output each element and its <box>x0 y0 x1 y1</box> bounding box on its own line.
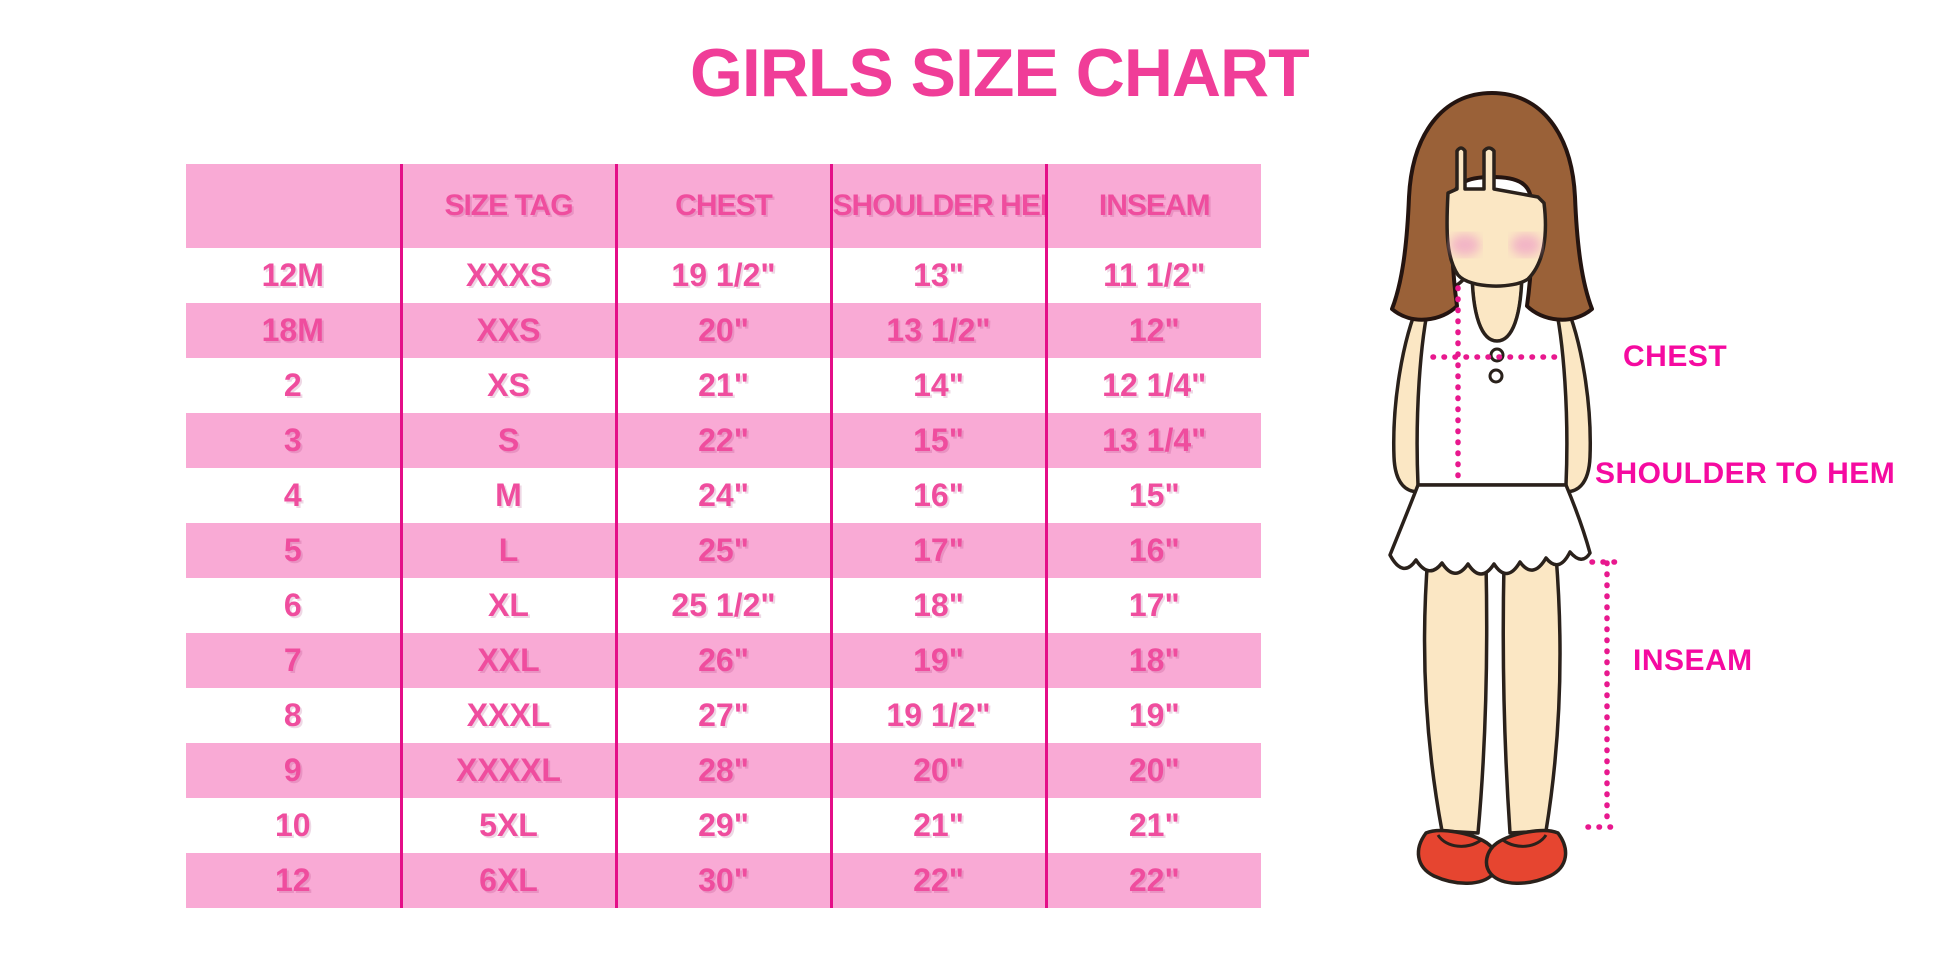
left-shoe-strap <box>1436 834 1482 848</box>
left-blush <box>1450 234 1480 256</box>
size-table: SIZE TAG CHEST SHOULDER HEM INSEAM 12M XXXS 1… <box>186 164 1261 908</box>
table-cell: 12 1/4" <box>1044 358 1261 413</box>
table-row: 12 6XL 30" 22" 22" <box>186 853 1261 908</box>
table-cell: 30" <box>614 853 831 908</box>
table-cell: M <box>399 468 616 523</box>
table-cell: 27" <box>614 688 831 743</box>
table-cell: XL <box>399 578 616 633</box>
column-header: SIZE TAG <box>399 164 616 248</box>
table-row: 4 M 24" 16" 15" <box>186 468 1261 523</box>
table-cell: 21" <box>614 358 831 413</box>
table-cell: 4 <box>283 477 302 513</box>
table-cell: XS <box>399 358 616 413</box>
table-cell: S <box>399 413 616 468</box>
table-cell: 25" <box>614 523 831 578</box>
right-blush <box>1511 234 1541 256</box>
bottom-button <box>1488 368 1504 384</box>
chest-label: CHEST <box>1623 340 1728 373</box>
table-cell: 8 <box>283 697 302 733</box>
table-cell: 16" <box>829 468 1046 523</box>
page-title: GIRLS SIZE CHART <box>690 35 1310 111</box>
table-cell: 16" <box>1044 523 1261 578</box>
table-cell: 19" <box>1044 688 1261 743</box>
table-cell: 6 <box>283 587 302 623</box>
table-cell: XXL <box>399 633 616 688</box>
table-cell: 20" <box>1044 743 1261 798</box>
table-row: 6 XL 25 1/2" 18" 17" <box>186 578 1261 633</box>
table-cell: 18M <box>261 312 324 348</box>
column-header <box>186 164 401 248</box>
table-cell: 22" <box>1044 853 1261 908</box>
table-cell: 17" <box>829 523 1046 578</box>
table-cell: 19" <box>829 633 1046 688</box>
table-row: 7 XXL 26" 19" 18" <box>186 633 1261 688</box>
column-header: INSEAM <box>1044 164 1261 248</box>
inseam-label: INSEAM <box>1633 644 1753 677</box>
table-cell: 13" <box>829 248 1046 303</box>
table-row: 5 L 25" 17" 16" <box>186 523 1261 578</box>
table-cell: 21" <box>1044 798 1261 853</box>
table-cell: 14" <box>829 358 1046 413</box>
table-cell: 17" <box>1044 578 1261 633</box>
table-cell: XXS <box>399 303 616 358</box>
skirt-ruffle <box>1388 483 1592 576</box>
table-cell: 28" <box>614 743 831 798</box>
table-cell: 12M <box>261 257 324 293</box>
table-cell: 19 1/2" <box>829 688 1046 743</box>
table-cell: 22" <box>614 413 831 468</box>
table-cell: 19 1/2" <box>614 248 831 303</box>
table-cell: 10 <box>274 807 311 843</box>
table-cell: 24" <box>614 468 831 523</box>
girl-figure-illustration <box>1388 91 1623 885</box>
header-row: SIZE TAG CHEST SHOULDER HEM INSEAM <box>186 164 1261 248</box>
table-cell: 13 1/4" <box>1044 413 1261 468</box>
table-cell: 3 <box>283 422 302 458</box>
table-row: 10 5XL 29" 21" 21" <box>186 798 1261 853</box>
table-cell: 5 <box>283 532 302 568</box>
table-cell: 21" <box>829 798 1046 853</box>
table-cell: 20" <box>614 303 831 358</box>
column-header: CHEST <box>614 164 831 248</box>
table-cell: 15" <box>829 413 1046 468</box>
table-cell: 18" <box>829 578 1046 633</box>
table-cell: 12 <box>274 862 311 898</box>
table-row: 9 XXXXL 28" 20" 20" <box>186 743 1261 798</box>
table-row: 18M XXS 20" 13 1/2" 12" <box>186 303 1261 358</box>
left-leg <box>1422 553 1489 835</box>
table-row: 2 XS 21" 14" 12 1/4" <box>186 358 1261 413</box>
right-shoe <box>1484 828 1568 885</box>
column-header: SHOULDER HEM <box>829 164 1046 248</box>
right-shoe-strap <box>1502 834 1548 848</box>
shoulder-to-hem-label: SHOULDER TO HEM <box>1595 457 1896 490</box>
table-cell: 7 <box>283 642 302 678</box>
table-cell: XXXS <box>399 248 616 303</box>
table-cell: 25 1/2" <box>614 578 831 633</box>
table-cell: 29" <box>614 798 831 853</box>
table-cell: 26" <box>614 633 831 688</box>
table-cell: 20" <box>829 743 1046 798</box>
table-cell: 6XL <box>399 853 616 908</box>
table-cell: 11 1/2" <box>1044 248 1261 303</box>
table-cell: 22" <box>829 853 1046 908</box>
table-cell: 12" <box>1044 303 1261 358</box>
table-cell: 15" <box>1044 468 1261 523</box>
table-cell: 2 <box>283 367 302 403</box>
table-cell: 13 1/2" <box>829 303 1046 358</box>
right-leg <box>1501 553 1562 835</box>
table-cell: 9 <box>283 752 302 788</box>
table-row: 12M XXXS 19 1/2" 13" 11 1/2" <box>186 248 1261 303</box>
table-cell: 18" <box>1044 633 1261 688</box>
table-row: 3 S 22" 15" 13 1/4" <box>186 413 1261 468</box>
table-cell: 5XL <box>399 798 616 853</box>
table-cell: L <box>399 523 616 578</box>
table-row: 8 XXXL 27" 19 1/2" 19" <box>186 688 1261 743</box>
table-cell: XXXL <box>399 688 616 743</box>
table-cell: XXXXL <box>399 743 616 798</box>
